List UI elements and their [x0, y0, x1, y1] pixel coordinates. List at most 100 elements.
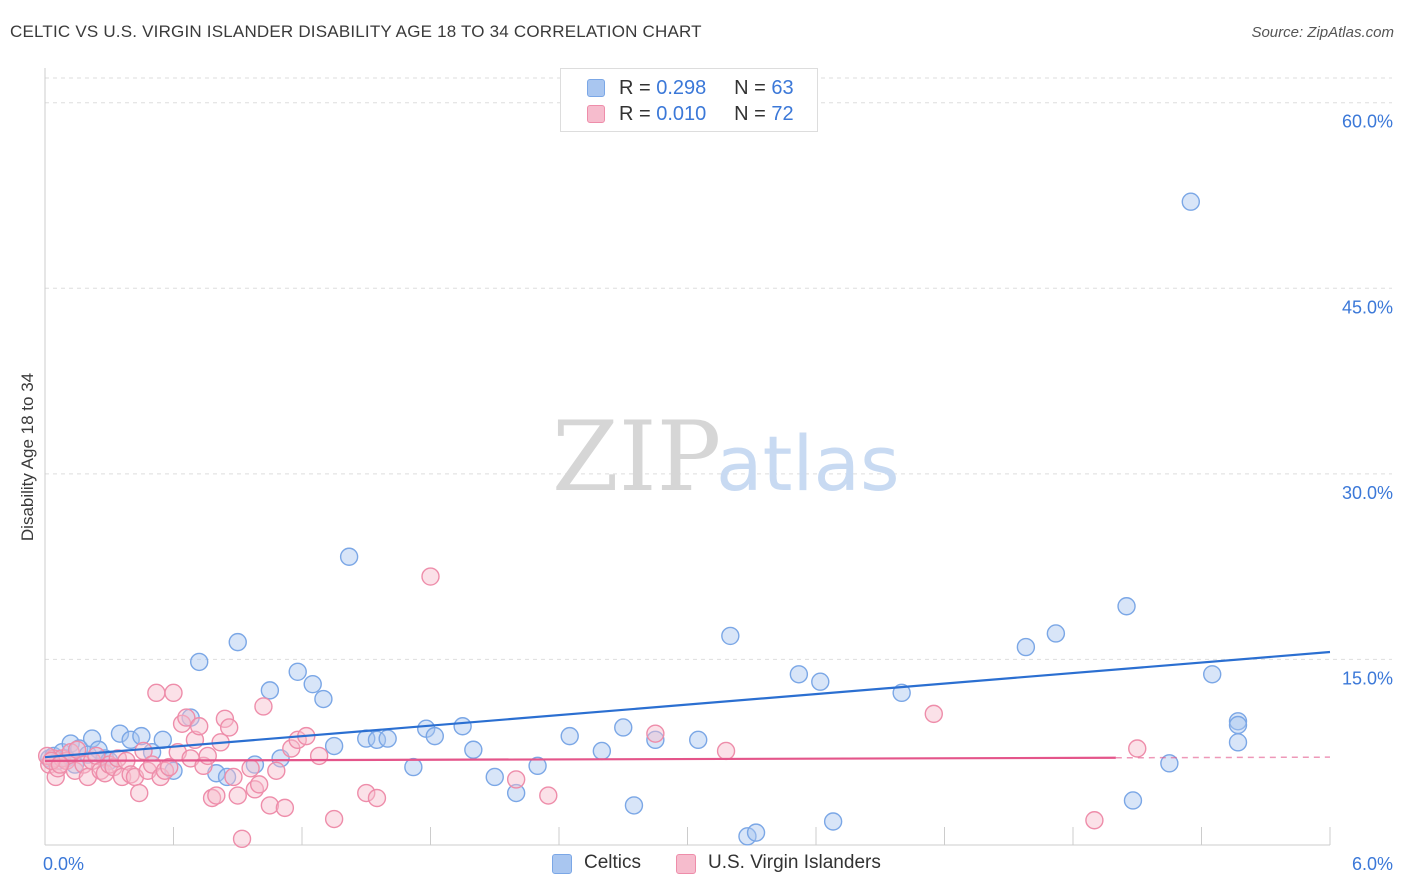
virgin-islanders-point	[924, 704, 943, 724]
y-tick-label: 60.0%	[1342, 112, 1393, 132]
legend-r-value: 0.010	[656, 103, 707, 125]
celtics-point	[110, 724, 130, 743]
bottom-legend-label-virgin-islanders: U.S. Virgin Islanders	[708, 852, 881, 873]
virgin-islanders-point	[1128, 739, 1147, 758]
virgin-islanders-point	[539, 786, 558, 805]
celtics-point	[646, 730, 665, 750]
virgin-islanders-point	[275, 798, 295, 818]
celtics-point	[378, 729, 397, 748]
celtics-point	[1228, 733, 1248, 752]
celtics-point	[892, 683, 911, 703]
y-tick-label: 45.0%	[1342, 297, 1393, 317]
celtics-point	[404, 757, 423, 777]
bottom-legend-label-celtics: Celtics	[584, 852, 642, 873]
celtics-point	[339, 547, 359, 566]
celtics-point	[746, 823, 766, 842]
celtics-point	[288, 662, 307, 682]
celtics-point	[823, 812, 843, 831]
correlation-legend: R = 0.298 N = 63 R = 0.010 N = 72	[560, 68, 818, 132]
celtics-point	[228, 632, 247, 652]
celtics-point	[260, 681, 280, 700]
trend-lines	[44, 650, 1331, 762]
legend-n-value: 72	[771, 103, 794, 125]
celtics-point	[1016, 637, 1036, 657]
tick-labels: 15.0% 30.0% 45.0% 60.0% 0.0% 6.0%	[43, 112, 1393, 874]
virgin-islanders-point	[198, 746, 217, 766]
celtics-point	[217, 767, 237, 787]
celtics-point	[324, 736, 344, 756]
legend-n-label: N =	[734, 77, 766, 99]
celtics-point	[789, 665, 809, 684]
celtics-point	[425, 726, 444, 746]
virgin-islanders-point	[249, 775, 269, 794]
virgin-islanders-trend-line-dashed	[1115, 756, 1331, 759]
virgin-islanders-point	[224, 767, 243, 787]
legend-swatch-celtics	[587, 79, 605, 97]
virgin-islanders-point	[134, 741, 153, 761]
virgin-islanders-point	[357, 783, 376, 803]
legend-r-value: 0.298	[656, 77, 707, 99]
virgin-islanders-point	[177, 708, 196, 727]
celtics-point	[303, 674, 322, 694]
virgin-islanders-point	[309, 746, 329, 766]
celtics-point	[82, 729, 102, 748]
virgin-islanders-point	[421, 567, 440, 586]
virgin-islanders-point	[160, 757, 179, 777]
virgin-islanders-point	[164, 683, 183, 703]
celtics-point	[721, 626, 740, 646]
celtics-point	[1203, 665, 1222, 684]
virgin-islanders-point	[646, 724, 665, 743]
virgin-islanders-point	[219, 718, 239, 737]
legend-r-label: R =	[619, 77, 651, 99]
celtics-point	[132, 726, 151, 746]
virgin-islanders-point	[260, 796, 280, 815]
celtics-point	[614, 718, 633, 737]
virgin-islanders-point	[207, 786, 226, 805]
virgin-islanders-point	[232, 829, 252, 849]
y-tick-label: 15.0%	[1342, 668, 1393, 688]
chart-source: Source: ZipAtlas.com	[1251, 24, 1394, 41]
virgin-islanders-point	[324, 809, 344, 829]
celtics-point	[560, 726, 579, 746]
virgin-islanders-trend-line	[44, 756, 1116, 762]
legend-n-label: N =	[734, 103, 766, 125]
virgin-islanders-point	[1085, 811, 1104, 830]
virgin-islanders-point	[506, 770, 526, 789]
celtics-trend-line	[44, 650, 1331, 759]
celtics-point	[506, 783, 526, 803]
celtics-point	[153, 730, 172, 750]
celtics-point	[464, 740, 483, 759]
celtics-point	[485, 767, 504, 787]
virgin-islanders-point	[241, 759, 260, 778]
celtics-point	[528, 756, 547, 776]
celtics-point	[314, 689, 333, 709]
watermark-zip: ZIP	[552, 401, 721, 513]
legend-n-value: 63	[771, 77, 794, 99]
virgin-islanders-point	[215, 709, 235, 729]
celtics-point	[1181, 192, 1200, 211]
virgin-islanders-point	[716, 741, 736, 761]
chart-title: CELTIC VS U.S. VIRGIN ISLANDER DISABILIT…	[10, 22, 702, 41]
virgin-islanders-point	[267, 761, 286, 780]
celtics-point	[811, 672, 830, 691]
celtics-point	[1228, 715, 1248, 735]
data-points	[37, 192, 1248, 849]
celtics-point	[1046, 624, 1066, 643]
virgin-islanders-point	[130, 783, 149, 803]
virgin-islanders-point	[367, 788, 387, 808]
virgin-islanders-point	[189, 717, 209, 736]
series-virgin-islanders	[37, 567, 1147, 849]
celtics-point	[624, 796, 644, 815]
celtics-point	[1160, 754, 1179, 773]
celtics-point	[453, 717, 472, 736]
celtics-point	[189, 652, 209, 672]
virgin-islanders-point	[254, 697, 273, 716]
legend-text-virgin-islanders: R = 0.010 N = 72	[619, 103, 794, 126]
bottom-legend-swatch-virgin-islanders	[676, 854, 696, 874]
celtics-point	[592, 741, 612, 761]
celtics-point	[689, 730, 708, 750]
legend-swatch-virgin-islanders	[587, 105, 605, 123]
legend-r-label: R =	[619, 103, 651, 125]
